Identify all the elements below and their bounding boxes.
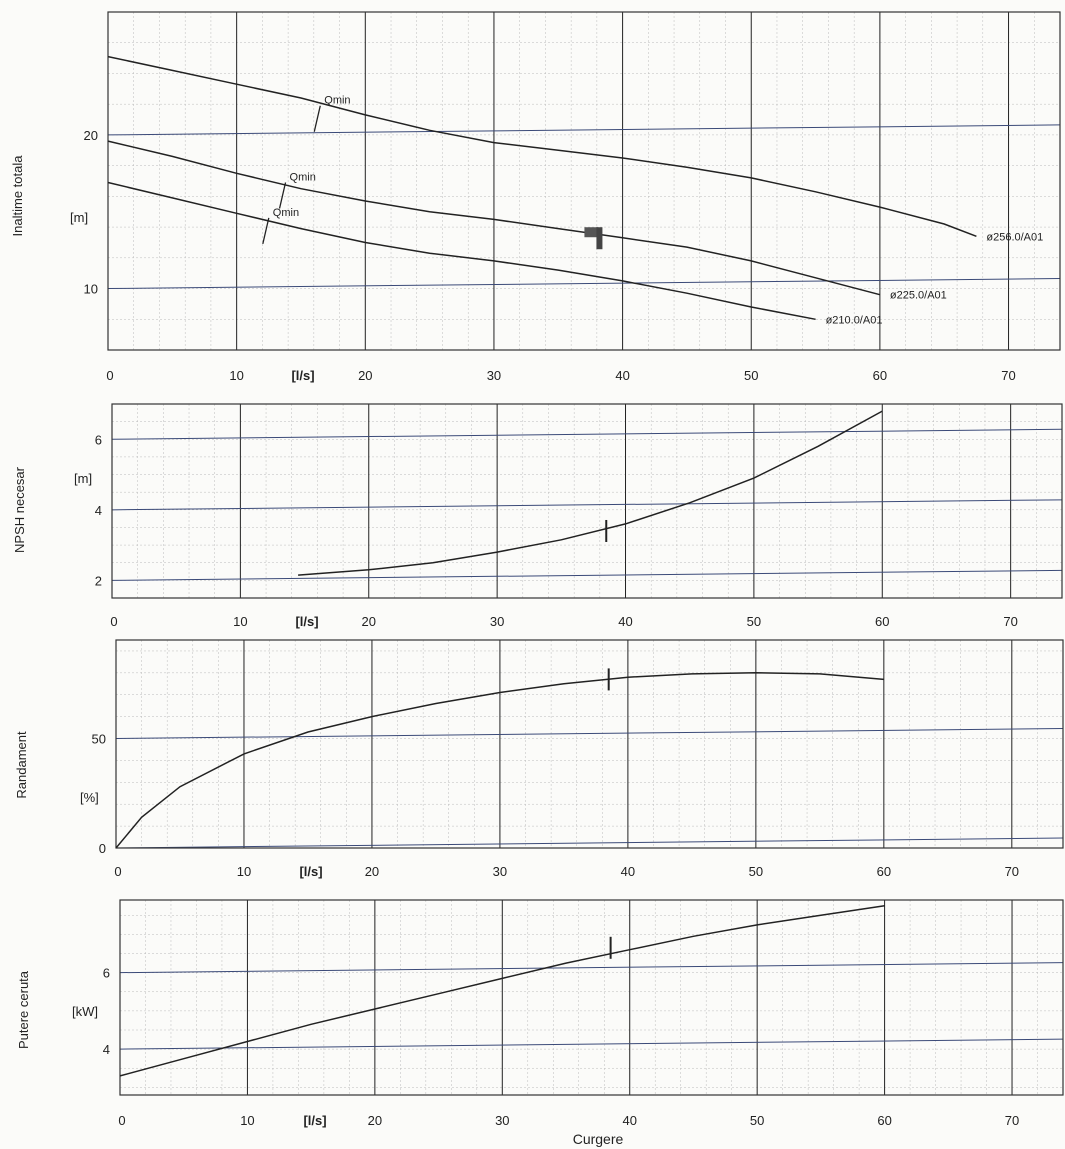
y-tick-label: 4 [95, 503, 102, 518]
grid-major-y [111, 499, 1063, 511]
series-line-head-2 [107, 181, 816, 321]
grid-major-y [119, 962, 1064, 974]
x-tick-label: 60 [877, 864, 891, 879]
x-tick-label: 40 [621, 864, 635, 879]
plot-frame [111, 403, 1063, 599]
series-line-efficiency-0 [115, 672, 884, 849]
y-tick-label: 50 [92, 732, 106, 747]
x-tick-label: 20 [365, 864, 379, 879]
x-tick-label: 10 [229, 368, 243, 383]
duty-point-hatch [584, 227, 599, 238]
y-axis-label: Randament [14, 731, 29, 799]
x-tick-label: 20 [362, 614, 376, 629]
series-label: ø210.0/A01 [826, 314, 883, 326]
x-tick-label: 30 [490, 614, 504, 629]
y-tick-label: 0 [99, 841, 106, 856]
x-unit-label: [l/s] [295, 614, 318, 629]
x-unit-label: [l/s] [291, 368, 314, 383]
qmin-label: Qmin [324, 95, 350, 107]
x-tick-label: 40 [615, 368, 629, 383]
x-tick-label: 30 [493, 864, 507, 879]
plot-frame [119, 899, 1064, 1096]
qmin-label: Qmin [273, 207, 299, 219]
grid-major-y [119, 1038, 1064, 1050]
series-line-npsh-0 [298, 410, 883, 576]
grid-major-y [111, 569, 1063, 581]
x-tick-label: 60 [877, 1113, 891, 1128]
series-label: ø225.0/A01 [890, 290, 947, 302]
x-tick-label: 70 [1005, 864, 1019, 879]
y-tick-label: 2 [95, 573, 102, 588]
x-tick-label: 30 [495, 1113, 509, 1128]
series-label: ø256.0/A01 [986, 231, 1043, 243]
qmin-leader [278, 182, 287, 209]
series-line-power-0 [119, 904, 885, 1077]
y-unit-label: [kW] [72, 1004, 98, 1019]
plot-frame [107, 11, 1061, 351]
x-tick-label: 60 [873, 368, 887, 383]
x-tick-label: 10 [237, 864, 251, 879]
series-line-head-1 [107, 140, 881, 296]
grid-major-y [115, 728, 1064, 740]
x-tick-label: 50 [750, 1113, 764, 1128]
x-tick-label: 40 [622, 1113, 636, 1128]
panel-efficiency: 0 10 20 30 40 50 60 70 [l/s] 0 50 [%] Randament [14, 639, 1064, 879]
x-tick-label: 10 [240, 1113, 254, 1128]
duty-point-hatch [596, 227, 603, 250]
y-tick-label: 6 [103, 966, 110, 981]
x-tick-label: 70 [1001, 368, 1015, 383]
grid-major-y [111, 428, 1063, 440]
x-tick-label: 0 [110, 614, 117, 629]
x-tick-label: 50 [744, 368, 758, 383]
x-tick-label: 50 [749, 864, 763, 879]
panel-power: 0 10 20 30 40 50 60 70 [l/s] 4 6 [kW] Putere ceruta [16, 899, 1064, 1128]
series-line-head-0 [107, 55, 977, 238]
qmin-label: Qmin [290, 172, 316, 184]
x-tick-label: 20 [358, 368, 372, 383]
plot-frame [115, 639, 1064, 849]
qmin-leader [313, 105, 321, 132]
x-tick-label: 30 [487, 368, 501, 383]
x-tick-label: 10 [233, 614, 247, 629]
y-unit-label: [m] [74, 471, 92, 486]
qmin-leader [262, 217, 270, 245]
panel-npsh: 0 10 20 30 40 50 60 70 [l/s] 2 4 6 [m] NPSH necesar [12, 403, 1063, 629]
y-unit-label: [m] [70, 210, 88, 225]
grid-major-y [107, 278, 1061, 290]
x-tick-label: 40 [618, 614, 632, 629]
grid-major-y [115, 837, 1064, 849]
y-axis-label: NPSH necesar [12, 466, 27, 553]
x-tick-label: 60 [875, 614, 889, 629]
x-unit-label: [l/s] [299, 864, 322, 879]
x-axis-label: Curgere [573, 1131, 624, 1147]
y-axis-label: Putere ceruta [16, 970, 31, 1049]
duty-point-marker [584, 227, 603, 250]
x-tick-label: 0 [118, 1113, 125, 1128]
y-tick-label: 20 [84, 128, 98, 143]
y-tick-label: 10 [84, 282, 98, 297]
grid-major-y [107, 124, 1061, 136]
x-tick-label: 0 [114, 864, 121, 879]
y-unit-label: [%] [80, 790, 99, 805]
x-tick-label: 50 [747, 614, 761, 629]
y-tick-label: 4 [103, 1042, 110, 1057]
y-axis-label: Inaltime totala [10, 155, 25, 237]
x-tick-label: 20 [368, 1113, 382, 1128]
panel-head: 0 10 20 30 40 50 60 70 [l/s] 10 20 [m] Inaltime tota… [10, 11, 1061, 383]
x-unit-label: [l/s] [303, 1113, 326, 1128]
x-tick-label: 0 [106, 368, 113, 383]
y-tick-label: 6 [95, 432, 102, 447]
x-tick-label: 70 [1003, 614, 1017, 629]
x-tick-label: 70 [1005, 1113, 1019, 1128]
